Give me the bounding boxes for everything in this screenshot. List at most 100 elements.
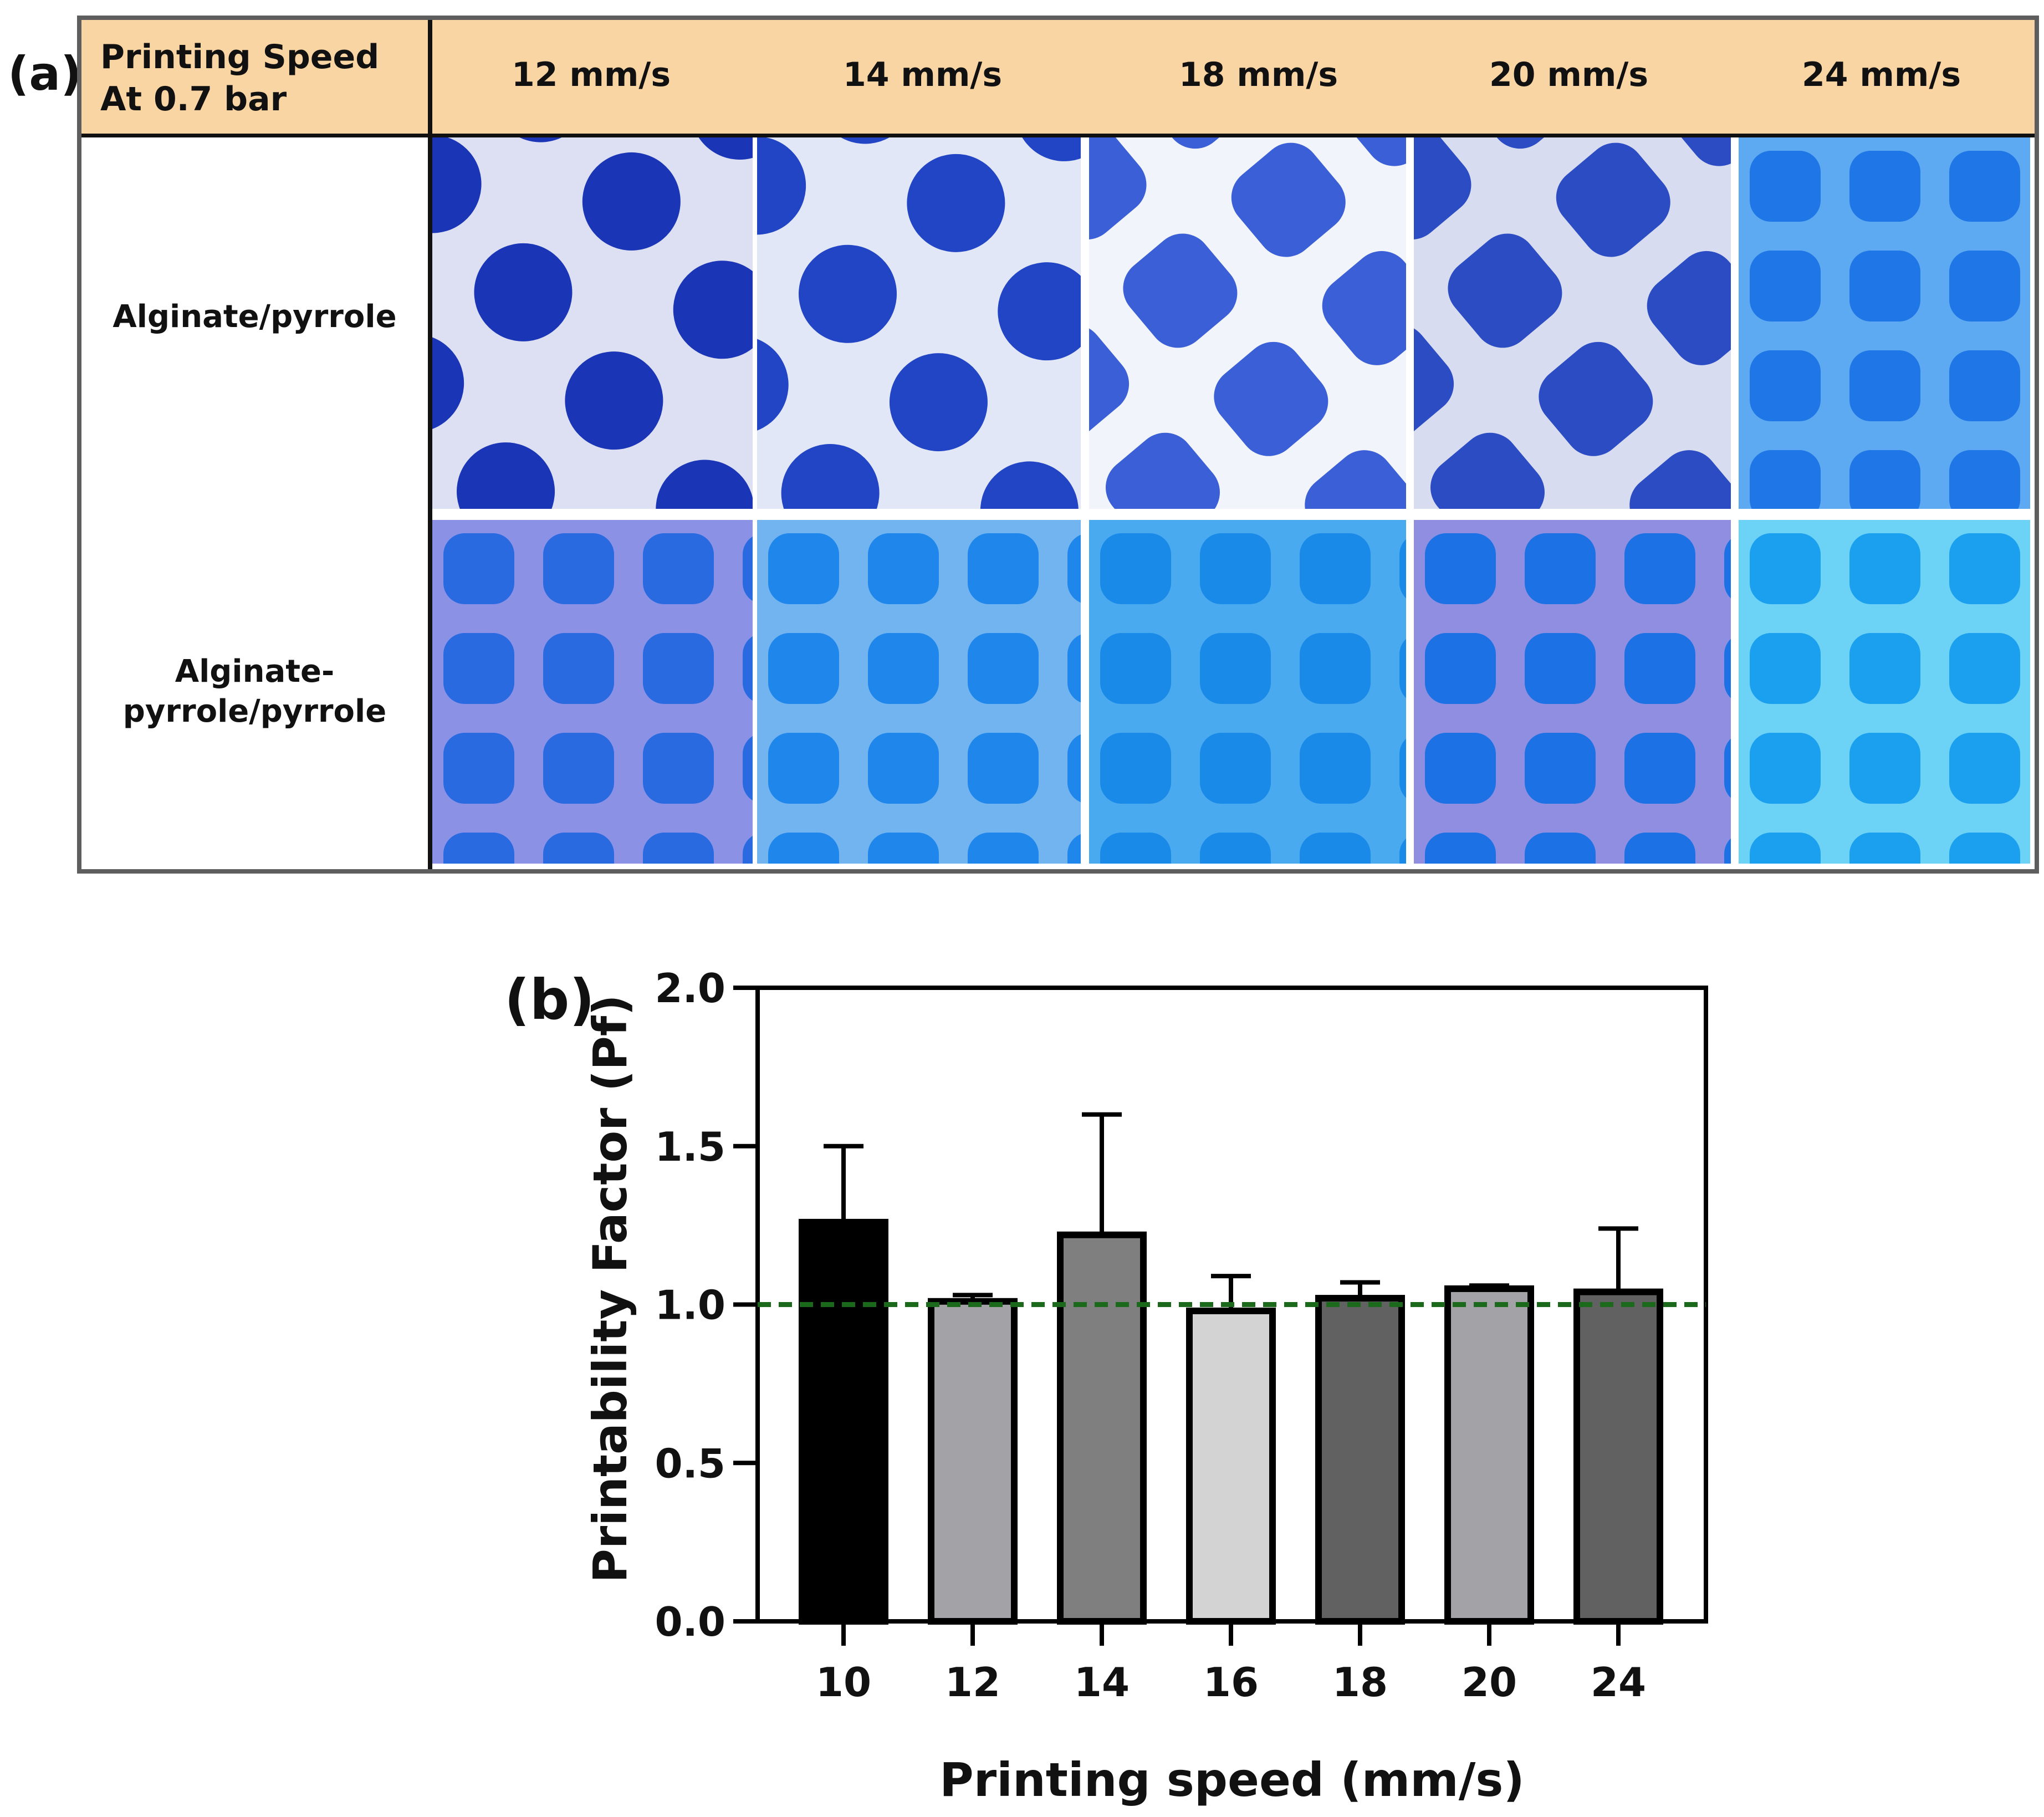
image-comparison-table: Printing Speed At 0.7 bar 12 mm/s 14 mm/…: [77, 16, 2039, 874]
header-speed-18: 18 mm/s: [1179, 55, 1338, 94]
scaffold-pore: [1750, 151, 1821, 222]
bar: [928, 1298, 1018, 1625]
scaffold-pore: [1949, 733, 2020, 804]
scaffold-pore: [868, 733, 939, 804]
scaffold-pore: [443, 733, 514, 804]
x-tick-label: 10: [816, 1659, 871, 1706]
y-tick-label: 0.5: [655, 1440, 725, 1487]
scaffold-pore: [743, 633, 753, 704]
scaffold-pore: [1100, 833, 1171, 864]
y-tick-label: 1.5: [655, 1124, 725, 1170]
scaffold-pore: [1624, 833, 1695, 864]
scaffold-pore: [1949, 633, 2020, 704]
x-axis-label: Printing speed (mm/s): [939, 1753, 1525, 1807]
scaffold-pore: [1067, 533, 1081, 604]
scaffold-pore: [1067, 733, 1081, 804]
header-speed-20: 20 mm/s: [1489, 55, 1649, 94]
micrograph-tile: [1414, 520, 1731, 864]
scaffold-pore: [1399, 733, 1406, 804]
scaffold-pore: [643, 833, 714, 864]
scaffold-pore: [743, 533, 753, 604]
x-tick-label: 16: [1203, 1659, 1259, 1706]
micrograph-tile: [757, 137, 1081, 509]
scaffold-pore: [968, 733, 1039, 804]
scaffold-pore: [768, 733, 839, 804]
panel-a-label: (a): [8, 47, 82, 101]
chart-plot-area: 0.0 0.5 1.0 1.5 2.0 10 12 14 16 18 20 24: [655, 965, 1708, 1706]
scaffold-pore: [1624, 733, 1695, 804]
scaffold-pore: [1300, 733, 1371, 804]
y-axis-label: Printability Factor (Pf): [583, 994, 637, 1583]
scaffold-pore: [1849, 450, 1920, 509]
scaffold-pore: [768, 833, 839, 864]
scaffold-pore: [768, 533, 839, 604]
micrograph-tile: [1414, 137, 1731, 509]
scaffold-pore: [968, 533, 1039, 604]
panel-b-label: (b): [504, 967, 595, 1032]
micrograph-tile: [432, 137, 753, 509]
scaffold-pore: [1949, 450, 2020, 509]
scaffold-pore: [443, 633, 514, 704]
scaffold-pore: [1100, 633, 1171, 704]
scaffold-pore: [1200, 633, 1271, 704]
row-label-line: Alginate/pyrrole: [113, 299, 397, 335]
scaffold-pore: [968, 633, 1039, 704]
row-label-alginate-pyrrole-pyrrole: Alginate- pyrrole/pyrrole: [81, 652, 428, 732]
x-tick-label: 20: [1462, 1659, 1517, 1706]
scaffold-pore: [1750, 350, 1821, 421]
scaffold-pore: [1949, 533, 2020, 604]
micrograph-tile: [1739, 520, 2030, 864]
scaffold-pore: [443, 833, 514, 864]
micrograph-tile: [1089, 137, 1406, 509]
scaffold-pore: [1425, 833, 1496, 864]
header-speed-12: 12 mm/s: [512, 55, 671, 94]
scaffold-pore: [1100, 733, 1171, 804]
header-title-line1: Printing Speed: [100, 38, 380, 76]
scaffold-pore: [1849, 633, 1920, 704]
scaffold-pore: [543, 833, 614, 864]
scaffold-pore: [543, 633, 614, 704]
y-tick-label: 0.0: [655, 1599, 725, 1645]
header-speed-14: 14 mm/s: [843, 55, 1003, 94]
scaffold-pore: [1067, 633, 1081, 704]
scaffold-pore: [1849, 533, 1920, 604]
x-tick-label: 14: [1074, 1659, 1130, 1706]
bar: [1186, 1307, 1276, 1625]
scaffold-pore: [1750, 533, 1821, 604]
micrograph-tile: [432, 520, 753, 864]
scaffold-pore: [1200, 533, 1271, 604]
scaffold-pore: [1425, 733, 1496, 804]
scaffold-pore: [1300, 533, 1371, 604]
micrograph-tile: [757, 520, 1081, 864]
scaffold-pore: [1300, 633, 1371, 704]
y-tick-label: 1.0: [655, 1282, 725, 1329]
scaffold-pore: [1849, 251, 1920, 321]
scaffold-pore: [1399, 633, 1406, 704]
scaffold-pore: [1525, 533, 1596, 604]
scaffold-pore: [543, 533, 614, 604]
scaffold-pore: [1849, 350, 1920, 421]
scaffold-pore: [1750, 733, 1821, 804]
scaffold-pore: [643, 733, 714, 804]
scaffold-pore: [1425, 633, 1496, 704]
bar: [1444, 1285, 1534, 1625]
scaffold-pore: [868, 833, 939, 864]
x-tick-label: 12: [945, 1659, 1000, 1706]
bar: [1573, 1288, 1663, 1625]
scaffold-pore: [643, 533, 714, 604]
scaffold-pore: [1100, 533, 1171, 604]
scaffold-pore: [768, 633, 839, 704]
scaffold-pore: [743, 733, 753, 804]
row-label-alginate-pyrrole: Alginate/pyrrole: [81, 297, 428, 337]
scaffold-pore: [1624, 633, 1695, 704]
scaffold-pore: [1525, 833, 1596, 864]
scaffold-pore: [1750, 633, 1821, 704]
row-label-line: Alginate-: [175, 654, 335, 690]
scaffold-pore: [868, 633, 939, 704]
scaffold-pore: [1399, 533, 1406, 604]
scaffold-pore: [1949, 833, 2020, 864]
scaffold-pore: [1200, 733, 1271, 804]
scaffold-pore: [1425, 533, 1496, 604]
scaffold-pore: [643, 633, 714, 704]
